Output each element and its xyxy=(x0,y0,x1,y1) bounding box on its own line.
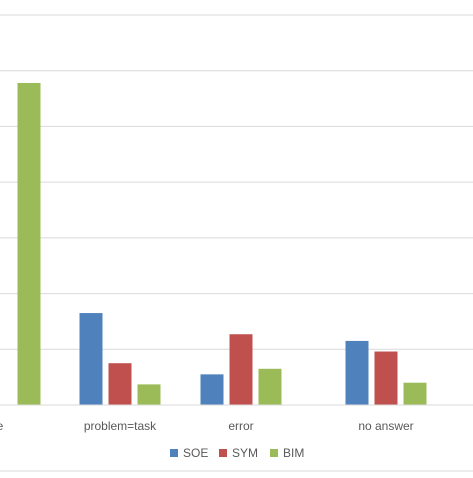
bar-bim xyxy=(258,368,282,405)
bar-soe xyxy=(200,374,224,405)
bar-bim xyxy=(403,382,427,405)
legend-label-soe: SOE xyxy=(183,446,208,460)
legend-swatch-bim xyxy=(270,449,278,457)
bar-bim xyxy=(17,82,41,405)
bar-bim xyxy=(137,384,161,405)
category-label: problem=task xyxy=(84,419,157,433)
legend: SOE SYM BIM xyxy=(170,446,304,460)
bar-soe xyxy=(345,340,369,405)
bars xyxy=(17,82,427,405)
category-label: e xyxy=(0,419,4,433)
bar-sym xyxy=(108,363,132,405)
category-labels: e problem=task error no answer xyxy=(0,419,414,433)
legend-swatch-sym xyxy=(219,449,227,457)
bar-sym xyxy=(374,351,398,405)
legend-label-sym: SYM xyxy=(232,446,258,460)
bar-soe xyxy=(79,313,103,405)
legend-swatch-soe xyxy=(170,449,178,457)
bar-sym xyxy=(229,334,253,405)
category-label: no answer xyxy=(358,419,413,433)
category-label: error xyxy=(228,419,253,433)
gridlines xyxy=(0,14,473,350)
legend-label-bim: BIM xyxy=(283,446,304,460)
